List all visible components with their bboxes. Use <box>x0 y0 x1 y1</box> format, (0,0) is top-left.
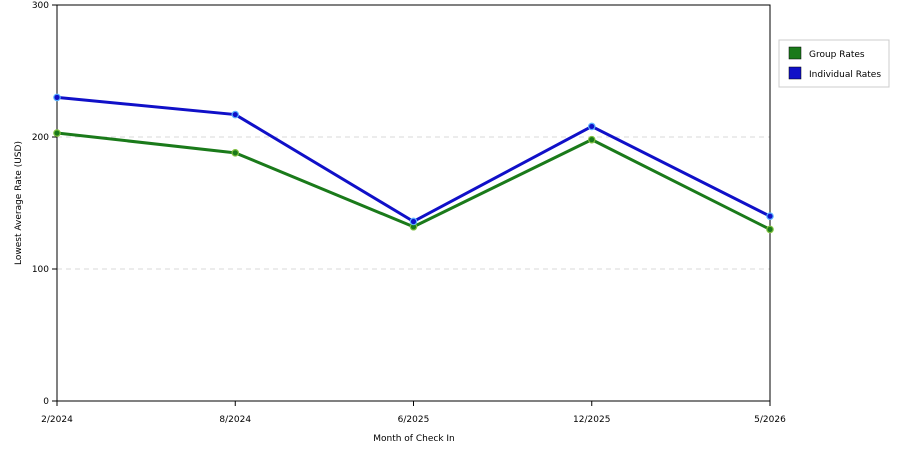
y-tick-label: 100 <box>32 265 49 275</box>
y-axis-label: Lowest Average Rate (USD) <box>14 141 24 265</box>
y-tick-label: 300 <box>32 1 49 11</box>
x-axis-ticks: 2/2024 8/2024 6/2025 12/2025 5/2026 <box>41 401 786 425</box>
data-point-individual-rates <box>766 212 774 221</box>
x-tick-label: 8/2024 <box>219 415 251 425</box>
x-tick-label: 12/2025 <box>573 415 610 425</box>
data-point-individual-rates <box>53 93 61 102</box>
y-axis-ticks: 0 100 200 300 <box>32 1 57 407</box>
x-tick-label: 5/2026 <box>754 415 786 425</box>
grid-lines <box>57 136 770 270</box>
data-point-group-rates <box>766 225 774 234</box>
legend-swatch-group-rates <box>788 46 802 60</box>
series-line-individual-rates <box>56 95 771 223</box>
x-tick-label: 2/2024 <box>41 415 73 425</box>
legend-swatch-individual-rates <box>788 66 802 80</box>
data-point-individual-rates <box>409 217 418 226</box>
legend: Group Rates Individual Rates <box>778 39 890 88</box>
data-point-individual-rates <box>231 110 240 119</box>
y-tick-label: 0 <box>43 397 49 407</box>
y-tick-label: 200 <box>32 133 49 143</box>
legend-label-group-rates: Group Rates <box>809 50 865 60</box>
plot-area <box>56 4 771 402</box>
data-point-group-rates <box>53 129 61 137</box>
x-tick-label: 6/2025 <box>398 415 430 425</box>
data-point-group-rates <box>231 149 240 157</box>
series-group <box>53 93 774 234</box>
legend-label-individual-rates: Individual Rates <box>809 70 881 80</box>
series-line-group-rates <box>56 131 771 231</box>
data-point-group-rates <box>587 135 596 144</box>
data-point-individual-rates <box>587 122 596 131</box>
x-axis-label: Month of Check In <box>373 434 455 444</box>
